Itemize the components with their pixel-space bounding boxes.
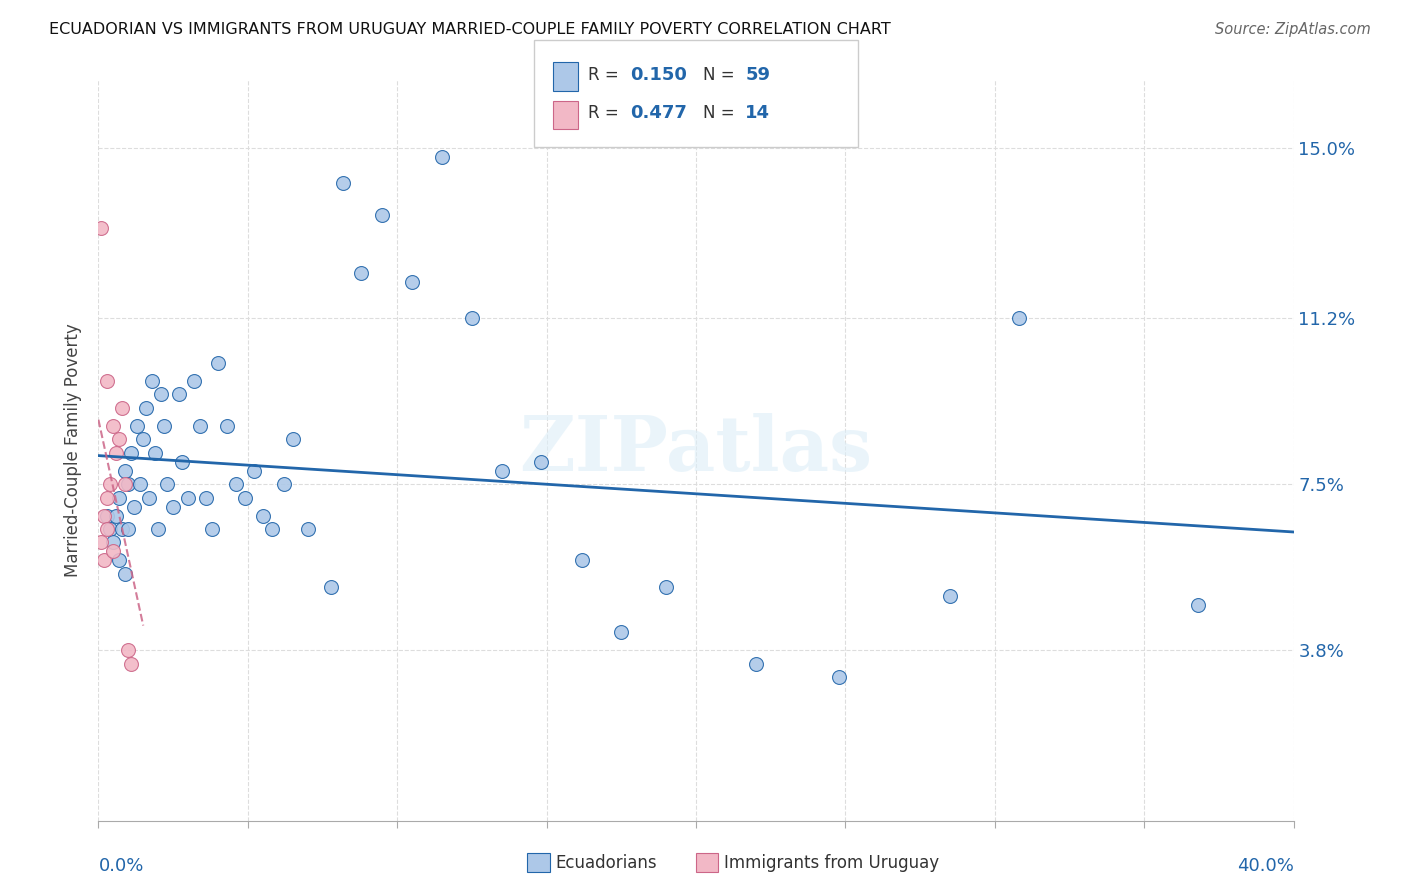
Point bbox=[260, 522, 283, 536]
Point bbox=[530, 455, 553, 469]
Point bbox=[401, 275, 423, 289]
Point bbox=[215, 418, 238, 433]
Point bbox=[108, 553, 131, 567]
Point bbox=[90, 535, 112, 549]
Point bbox=[96, 522, 118, 536]
Point bbox=[138, 491, 160, 505]
Point bbox=[745, 657, 768, 671]
Point bbox=[90, 221, 112, 235]
Point bbox=[96, 491, 118, 505]
Text: ECUADORIAN VS IMMIGRANTS FROM URUGUAY MARRIED-COUPLE FAMILY POVERTY CORRELATION : ECUADORIAN VS IMMIGRANTS FROM URUGUAY MA… bbox=[49, 22, 891, 37]
Point bbox=[183, 374, 205, 388]
Point bbox=[114, 477, 136, 491]
Point bbox=[828, 670, 851, 684]
Text: R =: R = bbox=[588, 66, 624, 84]
Point bbox=[273, 477, 295, 491]
Point bbox=[105, 508, 128, 523]
Point bbox=[156, 477, 179, 491]
Point bbox=[105, 446, 128, 460]
Point bbox=[103, 544, 125, 558]
Point bbox=[96, 374, 118, 388]
Point bbox=[114, 566, 136, 581]
Point bbox=[98, 477, 122, 491]
Y-axis label: Married-Couple Family Poverty: Married-Couple Family Poverty bbox=[65, 324, 83, 577]
Point bbox=[1187, 599, 1209, 613]
Text: N =: N = bbox=[703, 66, 740, 84]
Point bbox=[172, 455, 194, 469]
Point bbox=[103, 418, 125, 433]
Point bbox=[129, 477, 152, 491]
Point bbox=[153, 418, 176, 433]
Point bbox=[371, 208, 394, 222]
Point bbox=[108, 432, 131, 446]
Point bbox=[93, 508, 115, 523]
Text: Source: ZipAtlas.com: Source: ZipAtlas.com bbox=[1215, 22, 1371, 37]
Point bbox=[225, 477, 247, 491]
Point bbox=[98, 522, 122, 536]
Text: Immigrants from Uruguay: Immigrants from Uruguay bbox=[724, 855, 939, 872]
Point bbox=[939, 589, 962, 603]
Point bbox=[162, 500, 184, 514]
Point bbox=[281, 432, 304, 446]
Point bbox=[117, 477, 139, 491]
Point bbox=[120, 657, 142, 671]
Point bbox=[135, 401, 157, 415]
Point bbox=[114, 464, 136, 478]
Point bbox=[148, 522, 170, 536]
Point bbox=[461, 311, 484, 326]
Point bbox=[655, 580, 678, 594]
Point bbox=[143, 446, 166, 460]
Point bbox=[491, 464, 513, 478]
Point bbox=[430, 150, 453, 164]
Text: 0.0%: 0.0% bbox=[98, 856, 143, 874]
Text: 40.0%: 40.0% bbox=[1237, 856, 1294, 874]
Point bbox=[177, 491, 200, 505]
Text: N =: N = bbox=[703, 104, 740, 122]
Point bbox=[350, 266, 373, 280]
Point bbox=[103, 535, 125, 549]
Point bbox=[321, 580, 343, 594]
Point bbox=[297, 522, 319, 536]
Text: 59: 59 bbox=[745, 66, 770, 84]
Point bbox=[167, 387, 190, 401]
Point bbox=[117, 522, 139, 536]
Point bbox=[188, 418, 211, 433]
Text: R =: R = bbox=[588, 104, 624, 122]
Point bbox=[108, 491, 131, 505]
Point bbox=[150, 387, 173, 401]
Text: 0.477: 0.477 bbox=[630, 104, 686, 122]
Text: 0.150: 0.150 bbox=[630, 66, 686, 84]
Text: 14: 14 bbox=[745, 104, 770, 122]
Point bbox=[610, 625, 633, 640]
Text: ZIPatlas: ZIPatlas bbox=[519, 414, 873, 487]
Point bbox=[124, 500, 146, 514]
Point bbox=[207, 356, 229, 370]
Point bbox=[141, 374, 163, 388]
Point bbox=[571, 553, 593, 567]
Point bbox=[132, 432, 155, 446]
Point bbox=[1008, 311, 1031, 326]
Point bbox=[120, 446, 142, 460]
Point bbox=[195, 491, 218, 505]
Point bbox=[332, 177, 354, 191]
Point bbox=[96, 508, 118, 523]
Point bbox=[111, 522, 134, 536]
Point bbox=[233, 491, 256, 505]
Point bbox=[117, 643, 139, 657]
Point bbox=[243, 464, 266, 478]
Point bbox=[252, 508, 274, 523]
Point bbox=[111, 401, 134, 415]
Point bbox=[93, 553, 115, 567]
Text: Ecuadorians: Ecuadorians bbox=[555, 855, 657, 872]
Point bbox=[127, 418, 149, 433]
Point bbox=[201, 522, 224, 536]
